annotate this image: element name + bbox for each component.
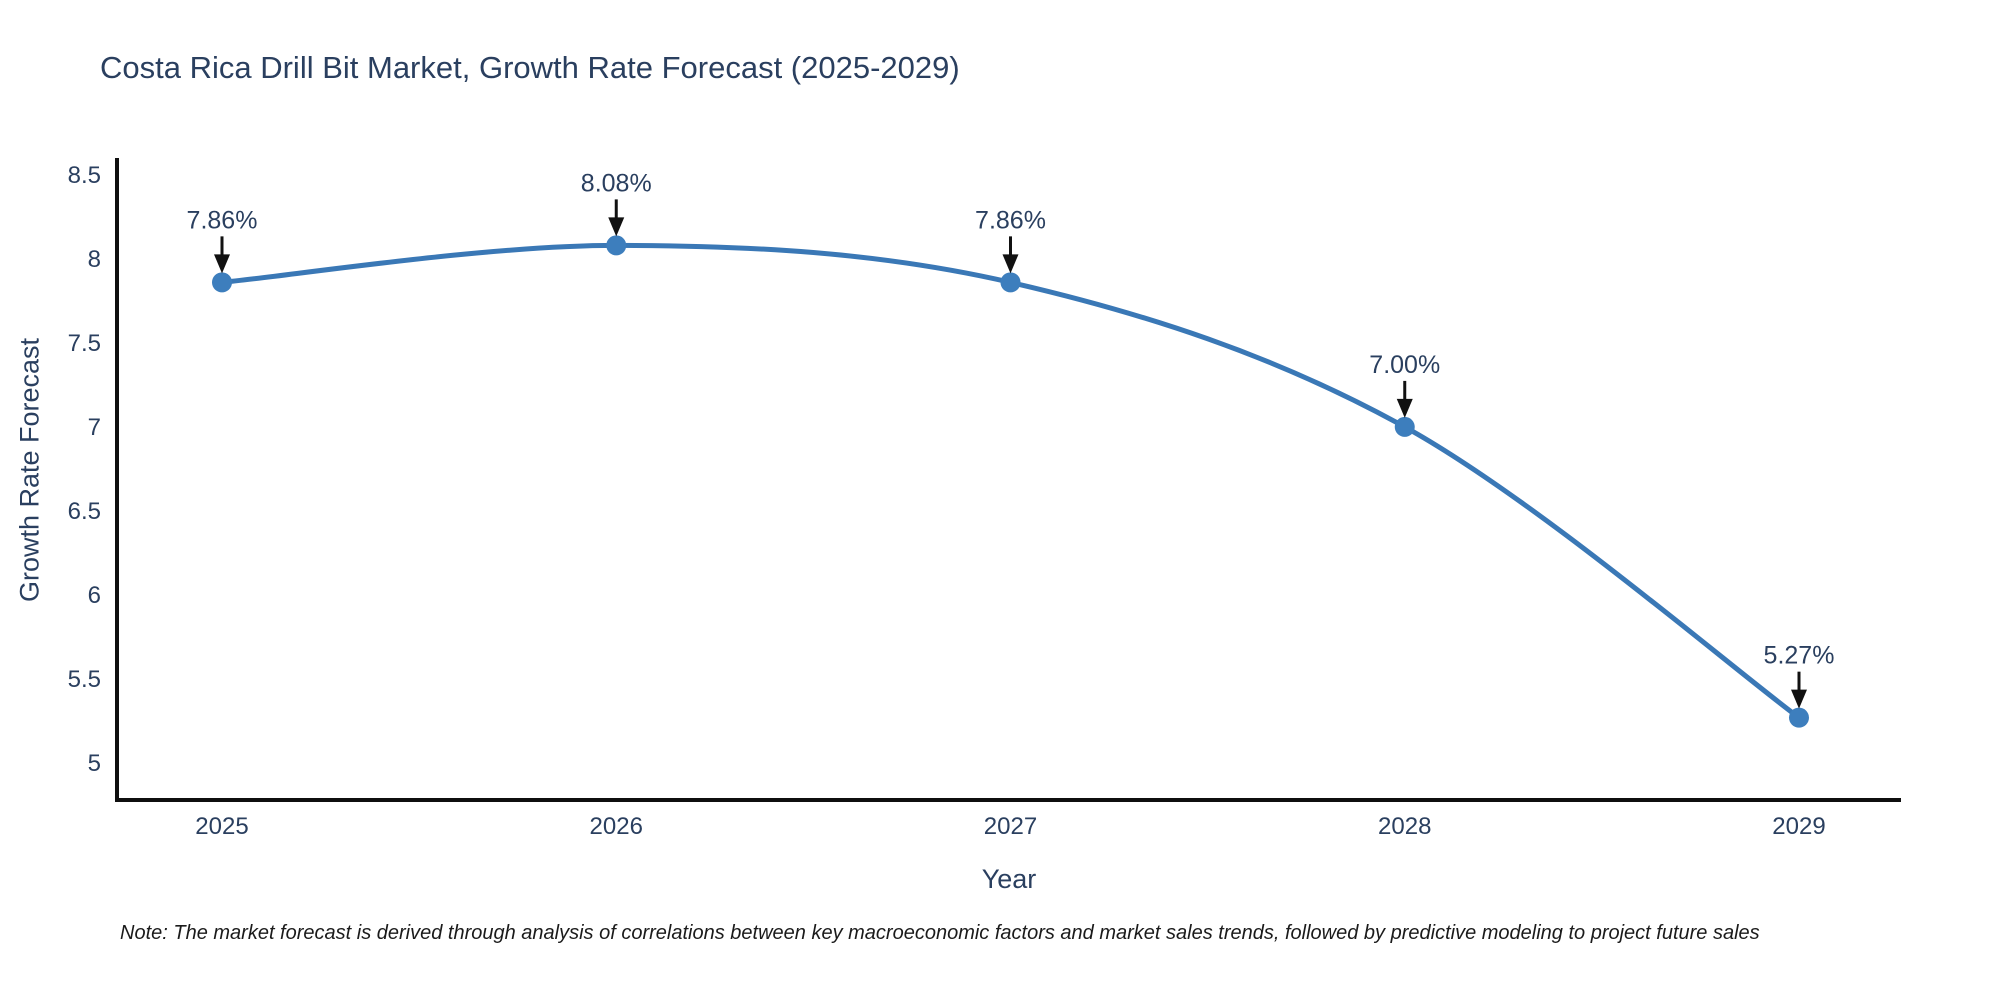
chart-title: Costa Rica Drill Bit Market, Growth Rate… — [100, 50, 960, 85]
data-point-2029 — [1789, 707, 1809, 728]
annotation-arrowhead-icon — [1396, 398, 1413, 418]
annotation-label: 7.86% — [187, 206, 258, 234]
data-point-2025 — [212, 272, 232, 293]
x-tick-label: 2026 — [590, 813, 643, 840]
y-tick-label: 8 — [88, 246, 101, 273]
y-tick-label: 8.5 — [68, 162, 101, 189]
annotation-arrowhead-icon — [1791, 689, 1807, 709]
y-axis-title: Growth Rate Forecast — [14, 337, 45, 603]
data-point-2026 — [606, 235, 627, 256]
y-tick-label: 7.5 — [68, 330, 101, 357]
x-axis-title: Year — [981, 864, 1037, 894]
x-tick-label: 2025 — [195, 813, 248, 840]
y-tick-label: 6.5 — [68, 498, 101, 525]
y-tick-label: 5 — [88, 750, 101, 777]
series-line — [221, 242, 1801, 720]
footnote: Note: The market forecast is derived thr… — [120, 922, 1760, 944]
annotation-label: 5.27% — [1764, 642, 1835, 670]
annotation-label: 7.86% — [975, 206, 1046, 234]
y-tick-label: 5.5 — [68, 666, 101, 693]
data-point-2027 — [1000, 272, 1021, 293]
x-tick-label: 2029 — [1772, 813, 1825, 840]
annotation-label: 8.08% — [581, 169, 652, 197]
annotation-arrowhead-icon — [1002, 254, 1019, 274]
annotation-label: 7.00% — [1369, 351, 1440, 379]
data-point-2028 — [1394, 416, 1415, 437]
annotation-arrowhead-icon — [214, 254, 230, 274]
x-tick-label: 2027 — [984, 813, 1037, 840]
annotation-arrowhead-icon — [608, 217, 625, 237]
y-tick-label: 7 — [88, 414, 101, 441]
x-tick-label: 2028 — [1378, 813, 1431, 840]
y-tick-label: 6 — [88, 582, 101, 609]
